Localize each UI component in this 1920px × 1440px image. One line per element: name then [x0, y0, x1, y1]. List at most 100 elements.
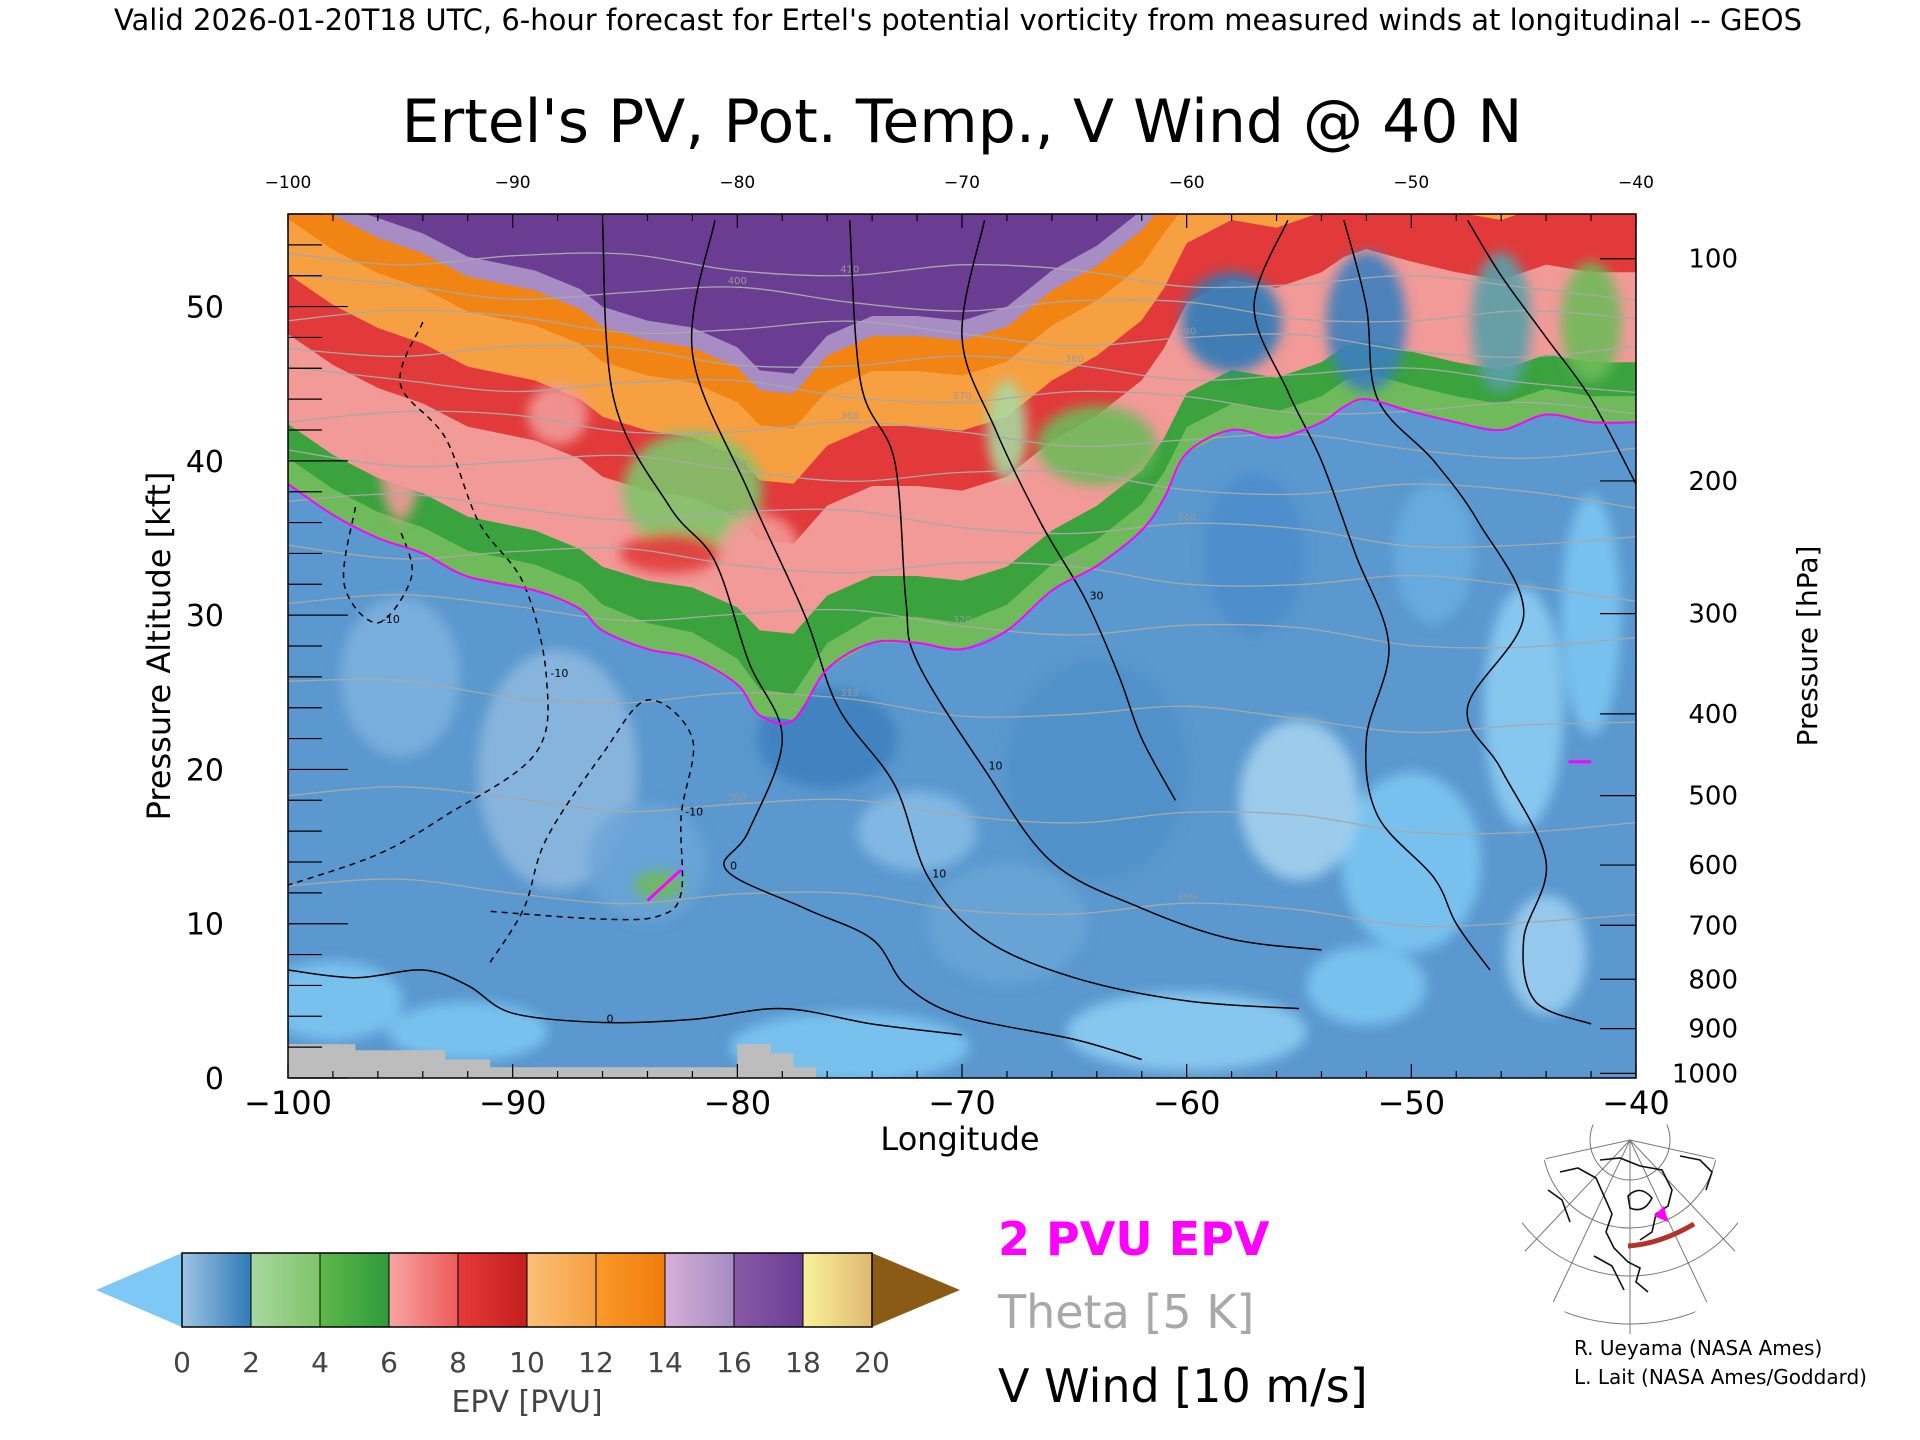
epv-fill-field	[288, 214, 1636, 1078]
map-coastlines-icon	[1547, 1155, 1713, 1293]
theta-contour-label: 360	[840, 411, 859, 422]
theta-contour	[288, 252, 1636, 302]
theta-contour-label: 290	[1177, 892, 1196, 903]
y-left-tick-label: 40	[186, 445, 224, 480]
y-right-tick-label: 1000	[1672, 1059, 1738, 1089]
colorbar-bin	[802, 1252, 873, 1328]
v-wind-contour	[690, 220, 1300, 1010]
theta-contour-label: 400	[728, 276, 747, 287]
theta-contour	[288, 274, 1636, 323]
colorbar-tick-label: 2	[242, 1346, 260, 1379]
y-left-tick-label: 30	[186, 599, 224, 634]
locator-map	[1522, 1118, 1738, 1334]
x-top-axis-tick-labels: −100 −90 −80 −70 −60 −50 −40	[265, 173, 1654, 193]
theta-contour-label: 310	[840, 688, 859, 699]
colorbar-tick-label: 12	[578, 1346, 614, 1379]
y-right-tick-label: 200	[1688, 467, 1738, 497]
x-top-tick-label: −40	[1618, 173, 1654, 193]
theta-contour-label: 370	[952, 391, 971, 402]
forecast-location-marker	[1654, 1206, 1668, 1222]
colorbar-tick-label: 8	[449, 1346, 467, 1379]
y-left-axis-label: Pressure Altitude [kft]	[140, 472, 178, 821]
plot-area: 290300310320330340350360370380390400410 …	[186, 173, 1738, 1122]
v-wind-contour-label: 10	[932, 867, 946, 880]
v-wind-contour-label: 10	[988, 759, 1002, 772]
ground-terrain	[288, 1044, 816, 1078]
colorbar-bin	[595, 1252, 666, 1328]
contour-legend: 2 PVU EPV Theta [5 K] V Wind [10 m/s]	[997, 1212, 1368, 1413]
y-right-tick-labels: 100 200 300 400 500 600 700 800 900 1000	[1672, 245, 1738, 1090]
v-wind-contour-label: 0	[730, 860, 737, 873]
v-wind-contour	[1253, 219, 1491, 971]
theta-contour	[288, 678, 1636, 734]
v-wind-contour	[288, 969, 963, 1036]
x-tick-label: −60	[1153, 1084, 1221, 1122]
tropopause-2pvu-contour	[288, 398, 1636, 902]
x-tick-label: −70	[928, 1084, 996, 1122]
theta-contour	[288, 344, 1636, 394]
theta-contour	[288, 594, 1636, 649]
legend-v-wind: V Wind [10 m/s]	[998, 1359, 1368, 1413]
y-right-tick-label: 300	[1688, 600, 1738, 630]
v-wind-contour	[1343, 220, 1592, 1025]
v-wind-contour	[489, 699, 695, 963]
colorbar-label: EPV [PVU]	[451, 1385, 602, 1420]
y-left-tick-label: 20	[186, 753, 224, 788]
credit-line-2: L. Lait (NASA Ames/Goddard)	[1574, 1365, 1867, 1389]
v-wind-contour	[961, 220, 1177, 801]
theta-contour-label: 300	[728, 793, 747, 804]
x-top-tick-label: −80	[719, 173, 755, 193]
theta-contour-label: 320	[952, 615, 971, 626]
theta-contour	[288, 544, 1636, 602]
colorbar-tick-label: 10	[509, 1346, 545, 1379]
theta-contour	[288, 878, 1636, 928]
y-right-tick-label: 600	[1688, 851, 1738, 881]
y-right-tick-label: 400	[1688, 700, 1738, 730]
v-wind-contour	[288, 321, 549, 886]
x-tick-label: −40	[1602, 1084, 1670, 1122]
x-top-tick-label: −90	[495, 173, 531, 193]
y-right-axis-label: Pressure [hPa]	[1791, 546, 1824, 747]
x-axis-tick-labels: −100 −90 −80 −70 −60 −50 −40	[244, 1084, 1670, 1122]
colorbar-bin	[457, 1252, 528, 1328]
x-top-tick-label: −100	[265, 173, 312, 193]
colorbar-max-arrow	[872, 1253, 960, 1327]
cross-section-path	[1627, 1221, 1696, 1249]
legend-theta: Theta [5 K]	[997, 1285, 1254, 1339]
theta-contour	[288, 410, 1636, 459]
y-right-tick-label: 800	[1688, 965, 1738, 995]
y-right-tick-label: 100	[1688, 245, 1738, 275]
v-wind-contour-label: -10	[550, 667, 568, 680]
colorbar-bin	[319, 1252, 390, 1328]
tropopause-line	[288, 398, 1636, 725]
x-tick-label: −90	[479, 1084, 547, 1122]
x-tick-label: −100	[244, 1084, 332, 1122]
colorbar-bin	[664, 1252, 735, 1328]
colorbar-tick-label: 6	[380, 1346, 398, 1379]
colorbar-bin	[388, 1252, 459, 1328]
chart-title: Ertel's PV, Pot. Temp., V Wind @ 40 N	[402, 87, 1523, 157]
theta-contour-label: 390	[1177, 327, 1196, 338]
x-top-tick-label: −50	[1393, 173, 1429, 193]
ground-mask	[288, 1044, 816, 1078]
v-wind-contour	[848, 220, 1322, 951]
colorbar-tick-label: 0	[173, 1346, 191, 1379]
y-right-tick-label: 900	[1688, 1015, 1738, 1045]
v-wind-contour	[1466, 219, 1636, 485]
theta-contour	[288, 493, 1636, 549]
v-wind-contour-label: -10	[382, 613, 400, 626]
colorbar-tick-label: 18	[785, 1346, 821, 1379]
x-top-tick-label: −60	[1169, 173, 1205, 193]
valid-time-header: Valid 2026-01-20T18 UTC, 6-hour forecast…	[114, 3, 1802, 37]
credit-line-1: R. Ueyama (NASA Ames)	[1574, 1336, 1822, 1360]
x-tick-label: −80	[704, 1084, 772, 1122]
x-top-tick-label: −70	[944, 173, 980, 193]
y-left-tick-label: 0	[205, 1062, 224, 1097]
theta-contour-label: 350	[728, 459, 747, 470]
epv-colorbar: 0 2 4 6 8 10 12 14 16 18 20 EPV [PVU]	[96, 1252, 960, 1420]
colorbar-tick-label: 14	[647, 1346, 683, 1379]
y-right-tick-label: 500	[1688, 782, 1738, 812]
y-left-tick-labels: 0 10 20 30 40 50	[186, 291, 224, 1097]
